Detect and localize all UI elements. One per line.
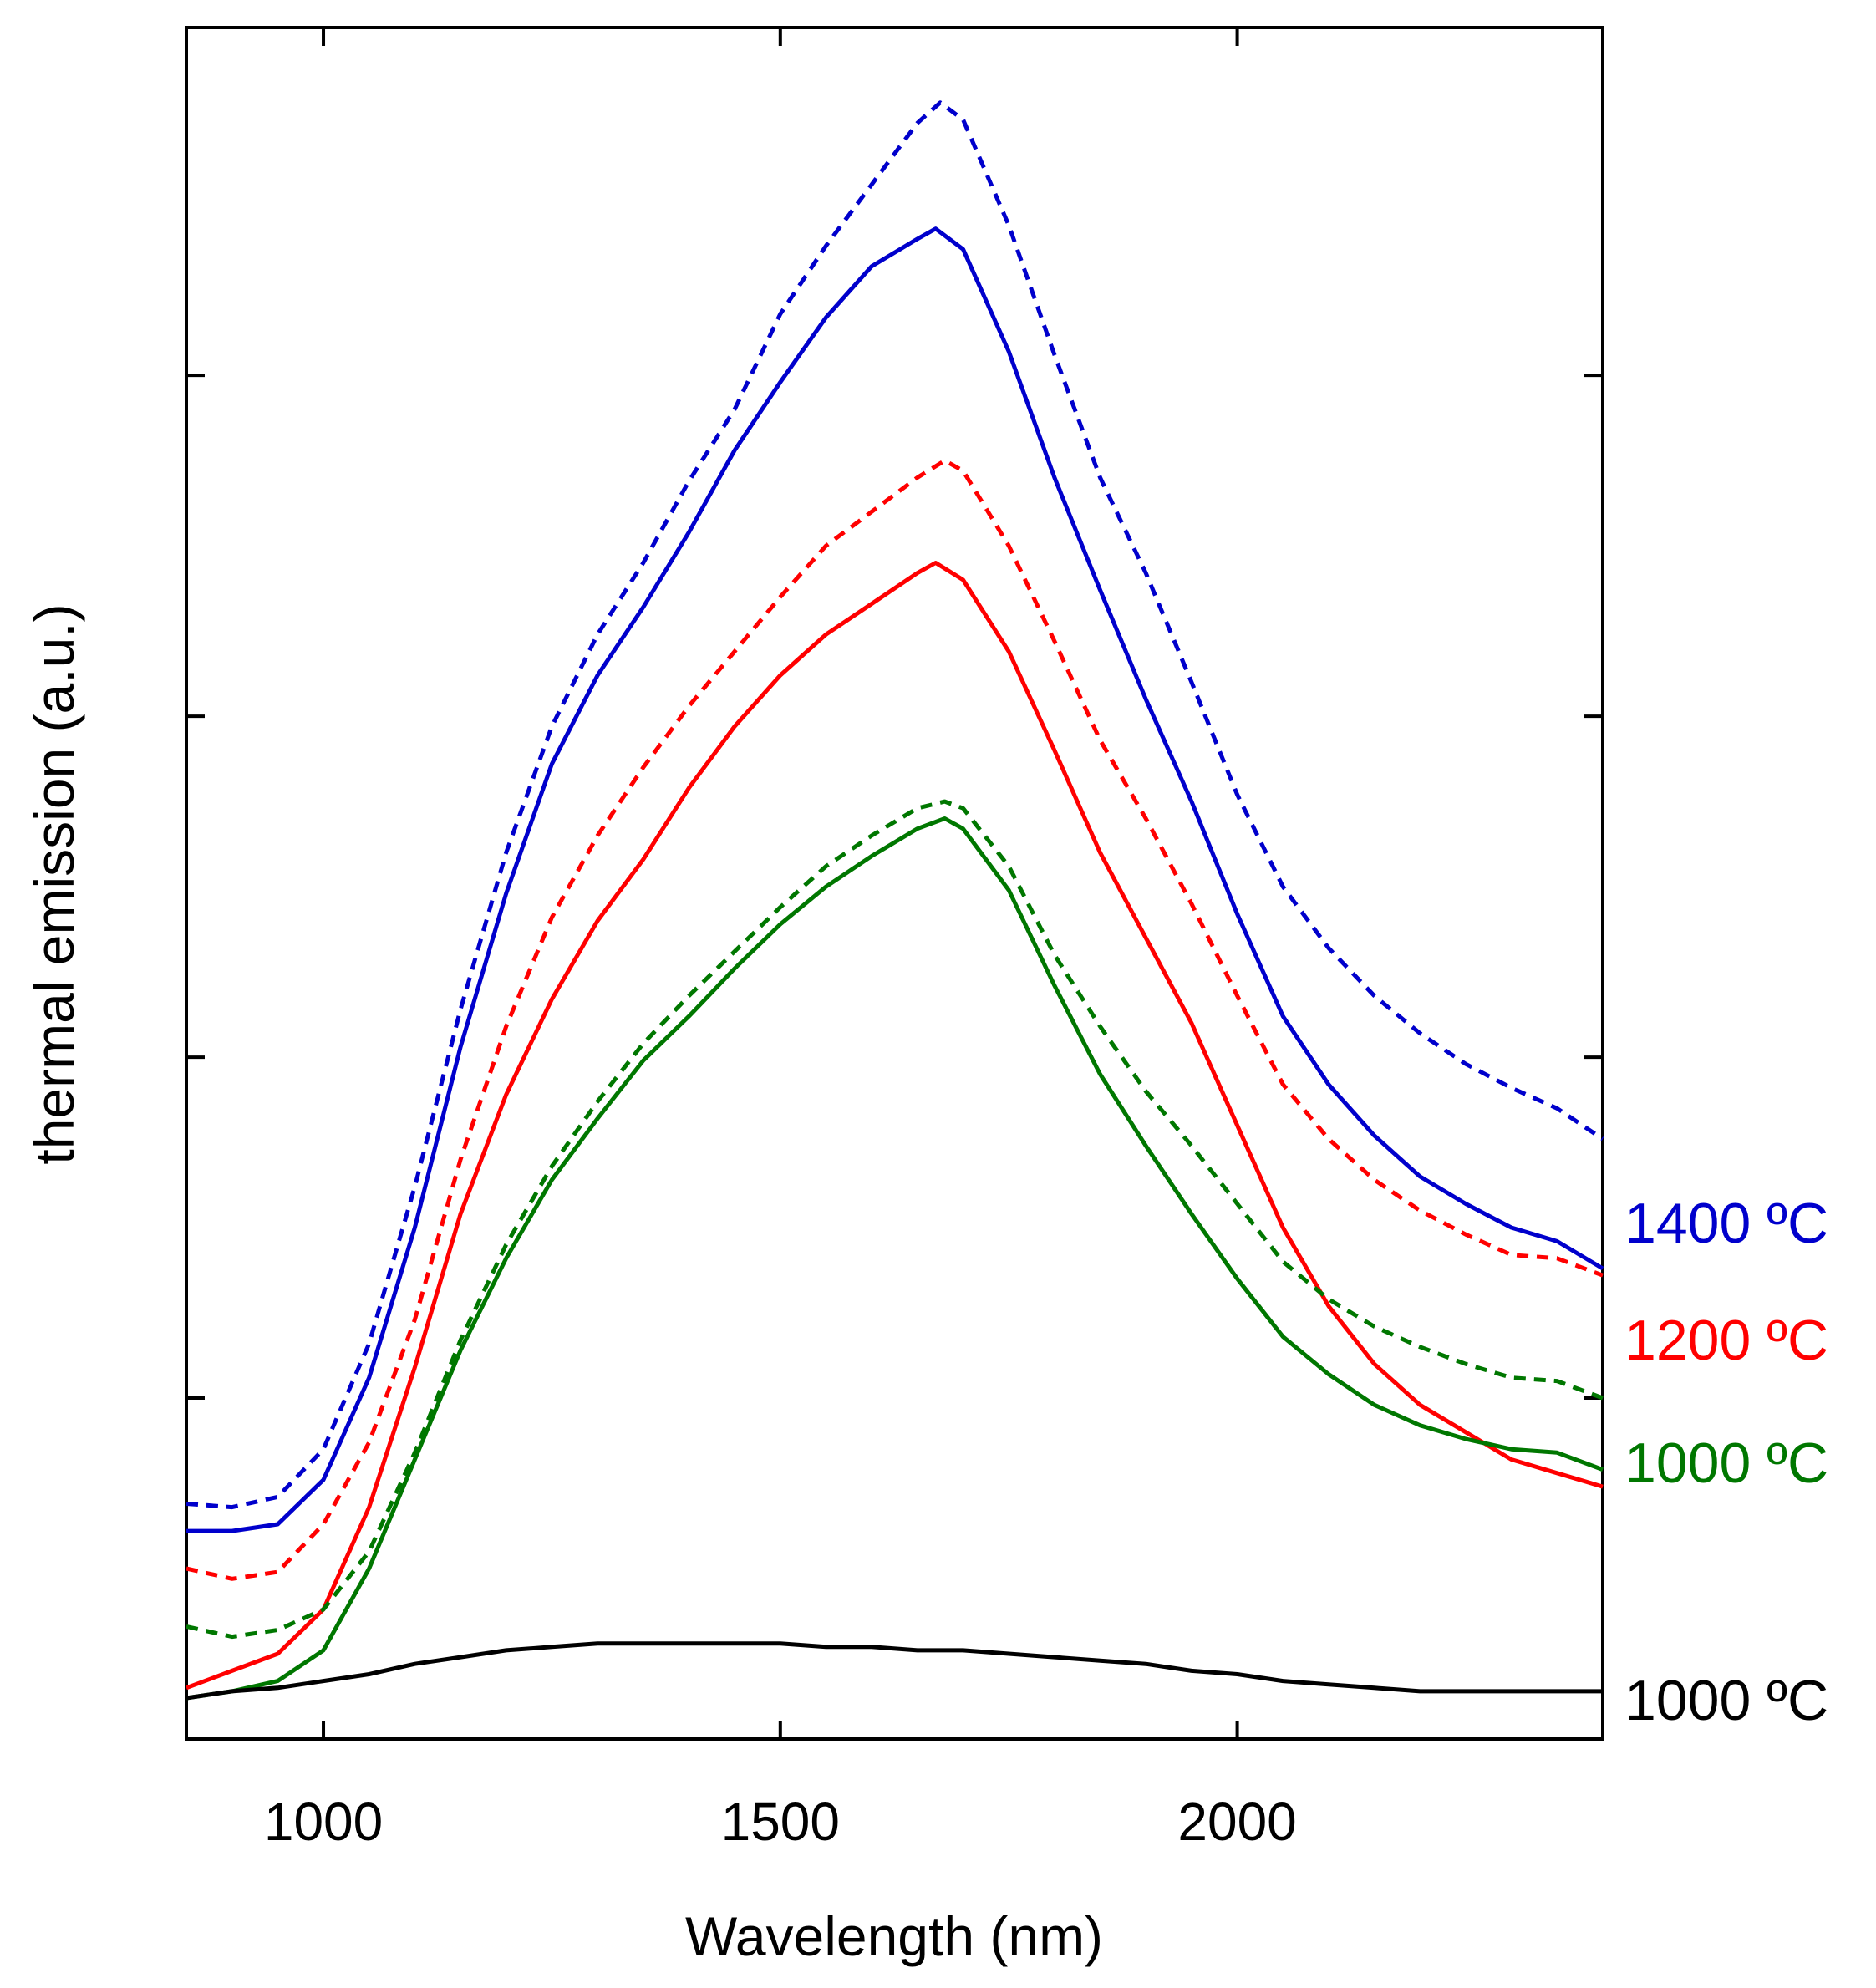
- x-ticks: 1000 1500 2000: [264, 28, 1297, 1852]
- series-line-4: [186, 799, 1604, 1640]
- series-line-1: [186, 226, 1604, 1533]
- series-labels: 1400 ºC 1200 ºC 1000 ºC 1000 ºC: [1624, 1192, 1828, 1732]
- series-line-0: [186, 100, 1604, 1510]
- plot-frame: [185, 26, 1604, 1741]
- series-layer: [186, 100, 1604, 1701]
- x-tick-label-1500: 1500: [721, 1792, 840, 1852]
- series-label-5: 1000 ºC: [1624, 1431, 1828, 1495]
- series-line-6: [186, 1641, 1603, 1701]
- series-line-2: [186, 458, 1604, 1581]
- x-tick-label-1000: 1000: [264, 1792, 383, 1852]
- x-axis-title: Wavelength (nm): [685, 1905, 1103, 1967]
- x-tick-label-2000: 2000: [1177, 1792, 1296, 1852]
- series-label-3: 1200 ºC: [1624, 1309, 1828, 1372]
- y-axis-title: thermal emission (a.u.): [23, 603, 85, 1164]
- series-line-3: [186, 561, 1604, 1691]
- series-label-1: 1400 ºC: [1624, 1192, 1828, 1255]
- series-line-5: [186, 816, 1604, 1701]
- series-label-6: 1000 ºC: [1624, 1669, 1828, 1732]
- y-ticks: [186, 374, 1603, 1401]
